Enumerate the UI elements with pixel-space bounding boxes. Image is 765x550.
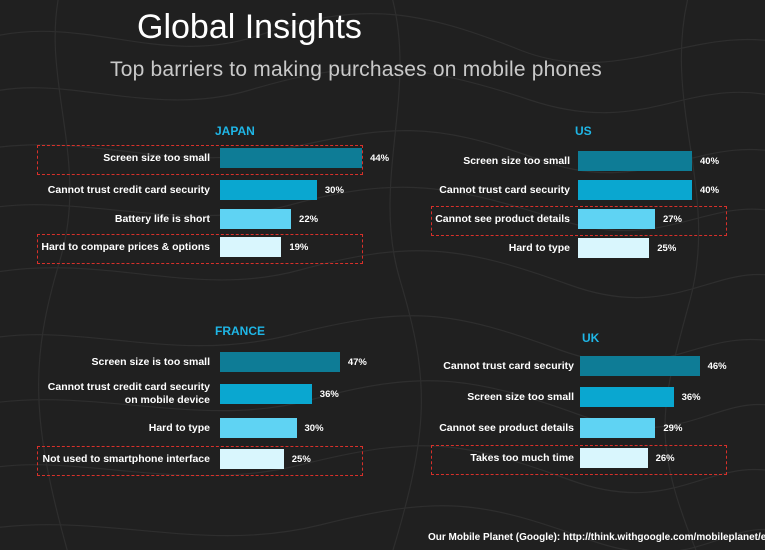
data-bar	[220, 449, 284, 469]
category-label: Battery life is short	[114, 212, 210, 225]
bar-row: Screen size too small 44%	[38, 148, 389, 168]
category-label: Screen size is too small	[91, 355, 210, 368]
bar-row: Cannot see product details 29%	[432, 418, 765, 438]
value-label: 19%	[289, 241, 309, 253]
value-label: 46%	[707, 360, 727, 372]
bar-row: Screen size is too small 47%	[38, 352, 378, 372]
data-bar	[220, 384, 312, 404]
page-subtitle: Top barriers to making purchases on mobi…	[110, 58, 602, 81]
chart-title: FRANCE	[215, 324, 265, 338]
data-bar	[578, 209, 655, 229]
category-label: Cannot see product details	[435, 212, 570, 225]
category-label: Hard to type	[508, 241, 570, 254]
data-bar	[220, 418, 297, 438]
chart-title: US	[575, 124, 592, 138]
category-label: Hard to type	[148, 421, 210, 434]
value-label: 29%	[663, 422, 683, 434]
data-bar	[578, 238, 650, 258]
value-label: 36%	[681, 391, 701, 403]
bar-row: Cannot trust card security 46%	[432, 356, 765, 376]
category-label: Takes too much time	[470, 451, 574, 464]
category-label: Hard to compare prices & options	[41, 240, 210, 253]
category-label: Screen size too small	[103, 151, 210, 164]
category-label: Cannot trust credit card security on mob…	[47, 381, 210, 406]
highlight-box	[431, 445, 727, 475]
data-bar	[220, 148, 363, 168]
data-bar	[578, 180, 692, 200]
data-bar	[580, 387, 674, 407]
highlight-box	[37, 446, 363, 476]
value-label: 22%	[299, 213, 319, 225]
highlight-box	[431, 206, 727, 236]
category-label: Cannot trust credit card security	[47, 183, 210, 196]
value-label: 30%	[304, 422, 324, 434]
category-label: Screen size too small	[463, 154, 570, 167]
highlight-box	[37, 145, 363, 175]
bar-row: Cannot see product details 27%	[432, 209, 765, 229]
data-bar	[580, 448, 648, 468]
data-bar	[578, 151, 692, 171]
value-label: 25%	[657, 242, 677, 254]
page-title: Global Insights	[137, 8, 362, 46]
bar-row: Hard to type 25%	[432, 238, 765, 258]
data-bar	[220, 237, 282, 257]
bar-row: Cannot trust card security 40%	[432, 180, 765, 200]
value-label: 40%	[700, 155, 720, 167]
bar-row: Screen size too small 36%	[432, 387, 765, 407]
source-citation: Our Mobile Planet (Google): http://think…	[428, 532, 765, 543]
highlight-box	[37, 234, 363, 264]
value-label: 36%	[319, 388, 339, 400]
category-label: Cannot see product details	[439, 421, 574, 434]
value-label: 47%	[347, 356, 367, 368]
data-bar	[220, 352, 340, 372]
value-label: 40%	[700, 184, 720, 196]
data-bar	[580, 418, 656, 438]
data-bar	[220, 180, 317, 200]
bar-row: Takes too much time 26%	[432, 448, 765, 468]
value-label: 30%	[324, 184, 344, 196]
bar-row: Screen size too small 40%	[432, 151, 765, 171]
bar-row: Hard to type 30%	[38, 418, 378, 438]
chart-title: JAPAN	[215, 124, 255, 138]
value-label: 27%	[662, 213, 682, 225]
bar-row: Cannot trust credit card security 30%	[38, 180, 378, 200]
category-label: Cannot trust card security	[443, 359, 574, 372]
chart-title: UK	[582, 331, 600, 345]
value-label: 44%	[370, 152, 390, 164]
value-label: 26%	[655, 452, 675, 464]
bar-row: Cannot trust credit card security on mob…	[38, 381, 378, 406]
category-label: Not used to smartphone interface	[42, 452, 210, 465]
value-label: 25%	[291, 453, 311, 465]
data-bar	[580, 356, 700, 376]
category-label: Cannot trust card security	[439, 183, 570, 196]
bar-row: Hard to compare prices & options 19%	[38, 237, 378, 257]
category-label: Screen size too small	[467, 390, 574, 403]
bar-row: Battery life is short 22%	[38, 209, 378, 229]
data-bar	[220, 209, 292, 229]
bar-row: Not used to smartphone interface 25%	[38, 449, 378, 469]
